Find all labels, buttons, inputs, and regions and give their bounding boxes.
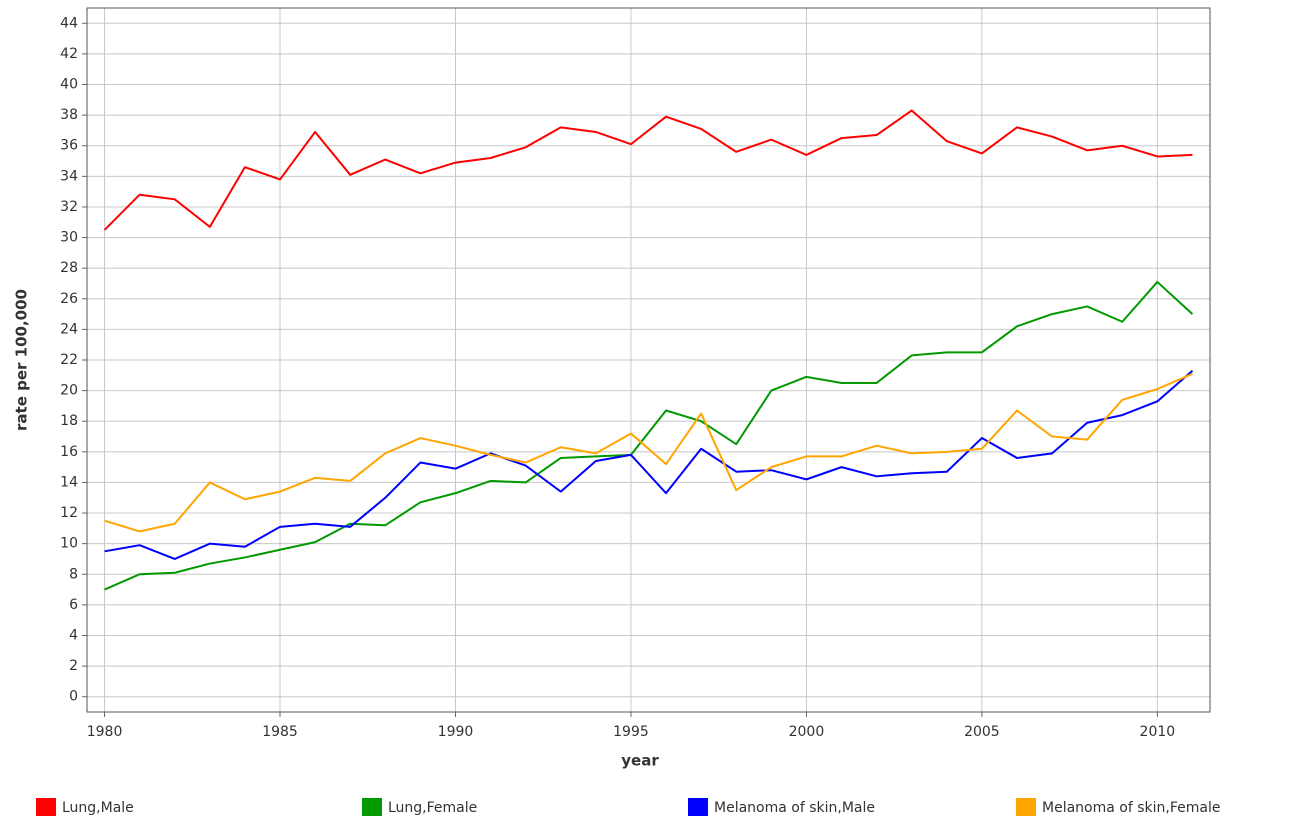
y-tick-label: 30 xyxy=(60,230,78,246)
legend-label: Melanoma of skin,Female xyxy=(1042,800,1220,816)
legend-swatch xyxy=(1016,798,1036,816)
y-tick-label: 20 xyxy=(60,383,78,399)
y-tick-label: 26 xyxy=(60,291,78,307)
y-tick-label: 42 xyxy=(60,46,78,62)
series-line xyxy=(104,372,1193,533)
x-tick-label: 2000 xyxy=(789,724,825,740)
y-tick-label: 22 xyxy=(60,352,78,368)
y-tick-label: 28 xyxy=(60,260,78,276)
y-tick-label: 6 xyxy=(69,597,78,613)
y-tick-label: 32 xyxy=(60,199,78,215)
y-axis-label: rate per 100,000 xyxy=(13,289,31,431)
legend-label: Melanoma of skin,Male xyxy=(714,800,875,816)
x-axis-label: year xyxy=(621,752,659,770)
y-tick-label: 2 xyxy=(69,658,78,674)
series-line xyxy=(103,109,1193,231)
series-line xyxy=(104,280,1194,591)
plot-frame xyxy=(86,7,1211,713)
y-tick-label: 18 xyxy=(60,413,78,429)
x-tick-label: 2005 xyxy=(964,724,1000,740)
y-tick-label: 14 xyxy=(60,474,78,490)
y-tick-label: 16 xyxy=(60,444,78,460)
y-tick-label: 12 xyxy=(60,505,78,521)
x-tick-label: 1980 xyxy=(87,724,123,740)
legend-label: Lung,Male xyxy=(62,800,134,816)
x-tick-label: 1990 xyxy=(438,724,474,740)
y-tick-label: 36 xyxy=(60,138,78,154)
legend-swatch xyxy=(36,798,56,816)
y-tick-label: 34 xyxy=(60,168,78,184)
x-tick-label: 2010 xyxy=(1140,724,1176,740)
y-tick-label: 24 xyxy=(60,321,78,337)
y-tick-label: 8 xyxy=(69,566,78,582)
y-tick-label: 0 xyxy=(69,689,78,705)
y-tick-label: 40 xyxy=(60,77,78,93)
series-line xyxy=(104,369,1194,560)
x-tick-label: 1985 xyxy=(262,724,298,740)
y-tick-label: 38 xyxy=(60,107,78,123)
y-tick-label: 4 xyxy=(69,627,78,643)
legend-swatch xyxy=(362,798,382,816)
y-tick-label: 44 xyxy=(60,15,78,31)
legend-swatch xyxy=(688,798,708,816)
legend-label: Lung,Female xyxy=(388,800,477,816)
x-tick-label: 1995 xyxy=(613,724,649,740)
y-tick-label: 10 xyxy=(60,536,78,552)
